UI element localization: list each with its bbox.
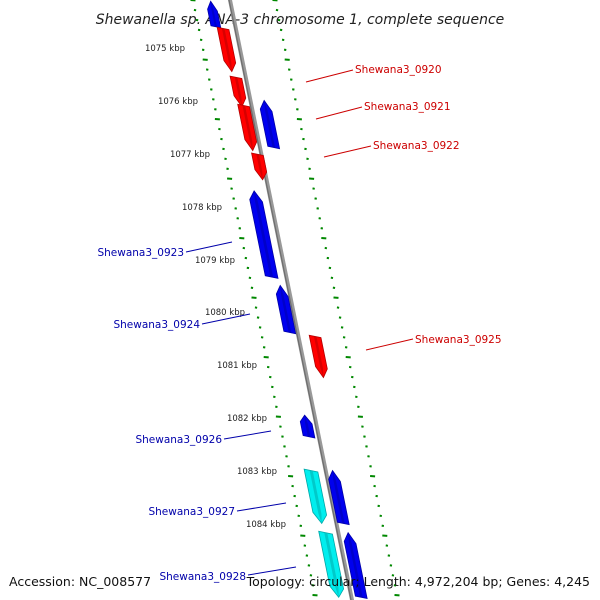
kbp-label: 1080 kbp <box>205 308 245 318</box>
kbp-label: 1084 kbp <box>246 520 286 530</box>
kbp-label: 1083 kbp <box>237 467 277 477</box>
forward-gene-arrow-shade <box>242 105 253 151</box>
reverse-gene-arrow-shade <box>304 415 311 438</box>
gene-features <box>207 0 368 600</box>
kbp-label: 1077 kbp <box>170 150 210 160</box>
chromosome-backbone <box>227 0 355 600</box>
reverse-gene-arrow-shade <box>254 190 274 278</box>
kbp-label: 1076 kbp <box>158 97 198 107</box>
gene-label-shewana3-0924[interactable]: Shewana3_0924 <box>113 319 200 331</box>
kbp-label: 1081 kbp <box>217 361 257 371</box>
rna-gene-arrow-shade <box>324 532 339 598</box>
kbp-label: 1075 kbp <box>145 44 185 54</box>
gene-label-shewana3-0920[interactable]: Shewana3_0920 <box>355 64 442 76</box>
reverse-gene-arrow-shade <box>348 532 363 598</box>
reverse-gene-arrow-shade <box>332 470 345 524</box>
forward-gene-arrow-shade <box>256 154 263 180</box>
kbp-label: 1082 kbp <box>227 414 267 424</box>
accession-text: Accession: NC_008577 <box>9 574 151 589</box>
reverse-gene-arrow-shade <box>280 285 292 333</box>
rna-gene-arrow-shade <box>309 470 322 524</box>
gene-label-shewana3-0923[interactable]: Shewana3_0923 <box>97 247 184 259</box>
summary-text: Topology: circular; Length: 4,972,204 bp… <box>246 574 590 589</box>
backbone-shade <box>228 0 352 600</box>
forward-gene-arrow-shade <box>313 336 324 378</box>
backbone-line <box>227 0 355 600</box>
gene-label-shewana3-0922[interactable]: Shewana3_0922 <box>373 140 460 152</box>
gene-label-shewana3-0928[interactable]: Shewana3_0928 <box>159 571 246 583</box>
kbp-label: 1078 kbp <box>182 203 222 213</box>
gene-label-shewana3-0921[interactable]: Shewana3_0921 <box>364 101 451 113</box>
forward-gene-labels: Shewana3_0920 Shewana3_0921 Shewana3_092… <box>305 64 502 351</box>
reverse-gene-labels: Shewana3_0923 Shewana3_0924 Shewana3_092… <box>97 241 297 583</box>
gene-label-shewana3-0926[interactable]: Shewana3_0926 <box>135 434 222 446</box>
gene-label-shewana3-0925[interactable]: Shewana3_0925 <box>415 334 502 346</box>
reverse-gene-arrow-shade <box>264 100 276 148</box>
gene-label-shewana3-0927[interactable]: Shewana3_0927 <box>148 506 235 518</box>
forward-gene-arrow-shade <box>234 77 242 107</box>
kbp-label: 1079 kbp <box>195 256 235 266</box>
forward-gene-arrow-shade <box>221 28 232 72</box>
ruler-tracks <box>190 0 400 597</box>
reverse-gene-arrow-shade <box>210 1 218 27</box>
map-title: Shewanella sp. ANA-3 chromosome 1, compl… <box>96 12 505 28</box>
kbp-labels: 1075 kbp 1076 kbp 1077 kbp 1078 kbp 1079… <box>145 44 286 530</box>
